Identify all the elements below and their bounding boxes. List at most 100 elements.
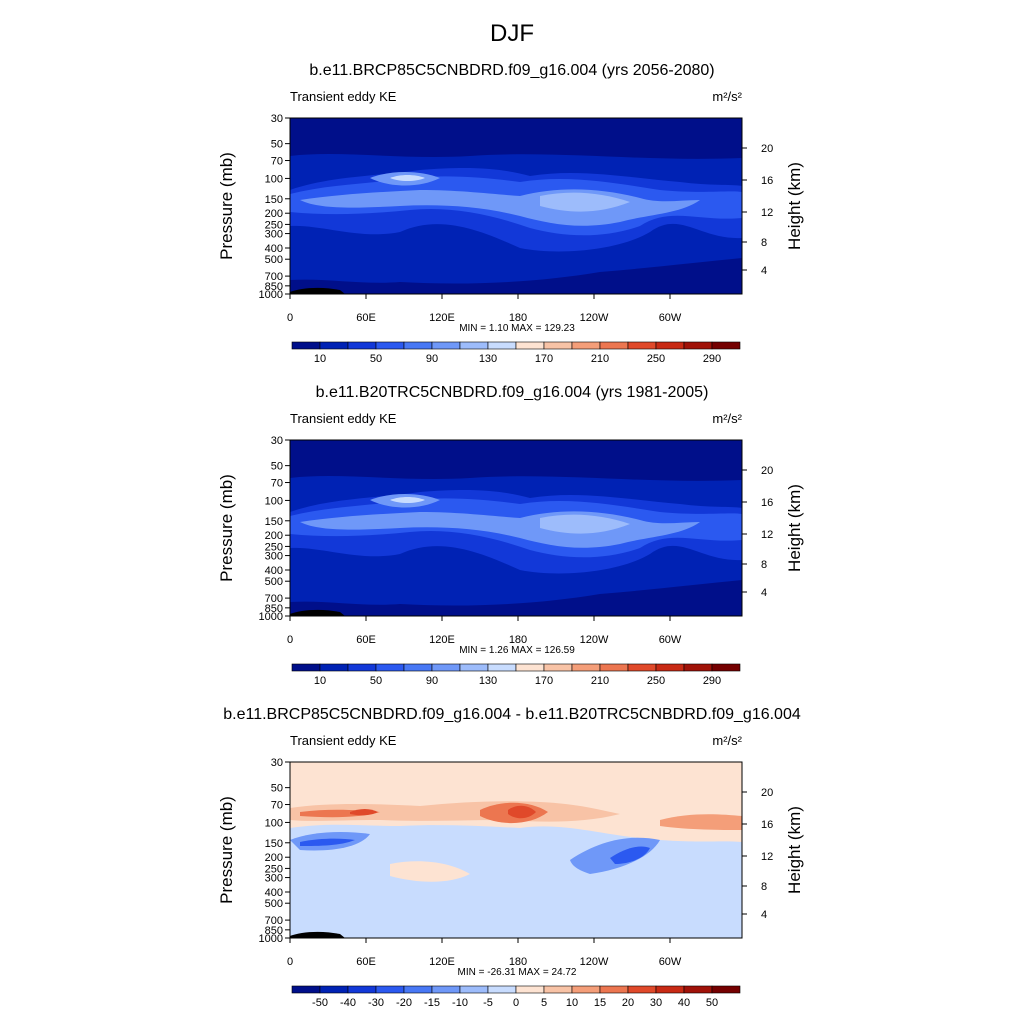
colorbar-label: 40 bbox=[678, 997, 690, 1009]
colorbar-box bbox=[403, 985, 433, 994]
h-tick-label: 12 bbox=[761, 851, 773, 863]
colorbar-label: 0 bbox=[513, 997, 519, 1009]
colorbar-label: 15 bbox=[594, 997, 606, 1009]
h-tick-label: 12 bbox=[761, 207, 773, 219]
panel-rcp85: b.e11.BRCP85C5CNBDRD.f09_g16.004 (yrs 20… bbox=[0, 0, 1024, 365]
p-tick-label: 50 bbox=[271, 461, 283, 473]
x-tick-label: 60E bbox=[356, 956, 376, 968]
colorbar-box bbox=[375, 985, 405, 994]
colorbar-label: 20 bbox=[622, 997, 634, 1009]
h-tick-label: 4 bbox=[761, 265, 767, 277]
colorbar-label: 170 bbox=[535, 353, 553, 365]
h-tick-label: 12 bbox=[761, 529, 773, 541]
band-neg-core bbox=[610, 846, 650, 864]
x-tick-label: 60E bbox=[356, 312, 376, 324]
units-label: m²/s² bbox=[712, 733, 742, 748]
band-surface bbox=[290, 580, 742, 616]
band-subtrop-core bbox=[390, 175, 425, 181]
band-pos-core bbox=[350, 809, 378, 816]
x-tick-label: 0 bbox=[287, 634, 293, 646]
p-tick-label: 150 bbox=[265, 838, 283, 850]
colorbar-box bbox=[347, 985, 377, 994]
colorbar-label: 170 bbox=[535, 675, 553, 687]
colorbar-box bbox=[683, 985, 713, 994]
topography bbox=[290, 287, 345, 294]
colorbar-label: -30 bbox=[368, 997, 384, 1009]
min-max-label: MIN = -26.31 MAX = 24.72 bbox=[458, 967, 577, 978]
h-tick-label: 20 bbox=[761, 465, 773, 477]
p-tick-label: 400 bbox=[265, 565, 283, 577]
p-tick-label: 250 bbox=[265, 863, 283, 875]
x-tick-label: 60W bbox=[659, 956, 682, 968]
panel-title: b.e11.B20TRC5CNBDRD.f09_g16.004 (yrs 198… bbox=[315, 384, 709, 401]
p-tick-label: 400 bbox=[265, 243, 283, 255]
p-tick-label: 500 bbox=[265, 254, 283, 266]
topography bbox=[290, 609, 345, 616]
panel-difference: b.e11.BRCP85C5CNBDRD.f09_g16.004 - b.e11… bbox=[0, 644, 1024, 1009]
p-tick-label: 200 bbox=[265, 208, 283, 220]
band-top bbox=[290, 118, 742, 159]
colorbar-box bbox=[711, 985, 741, 994]
p-tick-label: 150 bbox=[265, 516, 283, 528]
units-label: m²/s² bbox=[712, 89, 742, 104]
contour-field bbox=[290, 118, 742, 294]
colorbar-label: 50 bbox=[370, 675, 382, 687]
colorbar-label: 50 bbox=[370, 353, 382, 365]
topography bbox=[290, 931, 345, 938]
colorbar-box bbox=[543, 985, 573, 994]
min-max-label: MIN = 1.26 MAX = 126.59 bbox=[459, 645, 575, 656]
p-tick-label: 70 bbox=[271, 156, 283, 168]
panel-plot: Transient eddy KE m²/s²305070100150200250… bbox=[217, 411, 804, 687]
x-tick-label: 120W bbox=[580, 956, 609, 968]
colorbar-box bbox=[291, 985, 321, 994]
panel-plot: Transient eddy KE m²/s²305070100150200250… bbox=[217, 733, 804, 1009]
p-tick-label: 50 bbox=[271, 139, 283, 151]
colorbar-label: 10 bbox=[566, 997, 578, 1009]
p-tick-label: 30 bbox=[271, 757, 283, 769]
p-tick-label: 250 bbox=[265, 541, 283, 553]
x-tick-label: 180 bbox=[509, 956, 527, 968]
p-tick-label: 70 bbox=[271, 478, 283, 490]
p-tick-label: 30 bbox=[271, 435, 283, 447]
h-tick-label: 4 bbox=[761, 587, 767, 599]
min-max-label: MIN = 1.10 MAX = 129.23 bbox=[459, 323, 575, 334]
panel-title: b.e11.BRCP85C5CNBDRD.f09_g16.004 (yrs 20… bbox=[309, 62, 715, 79]
colorbar-box bbox=[319, 985, 349, 994]
band-pos-patch bbox=[660, 814, 742, 830]
x-tick-label: 120E bbox=[429, 312, 455, 324]
p-tick-label: 50 bbox=[271, 783, 283, 795]
x-tick-label: 60W bbox=[659, 634, 682, 646]
y-axis-label: Pressure (mb) bbox=[217, 474, 236, 582]
colorbar-label: 30 bbox=[650, 997, 662, 1009]
p-tick-label: 850 bbox=[265, 281, 283, 293]
colorbar-label: -20 bbox=[396, 997, 412, 1009]
colorbar-label: -40 bbox=[340, 997, 356, 1009]
y-axis-label-right: Height (km) bbox=[785, 162, 804, 250]
colorbar-box bbox=[459, 985, 489, 994]
colorbar-label: 250 bbox=[647, 353, 665, 365]
p-tick-label: 1000 bbox=[259, 933, 283, 945]
p-tick-label: 500 bbox=[265, 898, 283, 910]
x-tick-label: 0 bbox=[287, 956, 293, 968]
h-tick-label: 8 bbox=[761, 559, 767, 571]
colorbar-box bbox=[711, 663, 741, 672]
units-label: m²/s² bbox=[712, 411, 742, 426]
colorbar-box bbox=[655, 985, 685, 994]
x-tick-label: 60W bbox=[659, 312, 682, 324]
colorbar-label: 290 bbox=[703, 675, 721, 687]
band-pos-core bbox=[508, 805, 536, 819]
y-axis-label: Pressure (mb) bbox=[217, 152, 236, 260]
p-tick-label: 200 bbox=[265, 852, 283, 864]
colorbar-box bbox=[627, 985, 657, 994]
p-tick-label: 700 bbox=[265, 593, 283, 605]
contour-field bbox=[290, 440, 742, 616]
x-tick-label: 120E bbox=[429, 956, 455, 968]
colorbar-label: 210 bbox=[591, 353, 609, 365]
p-tick-label: 200 bbox=[265, 530, 283, 542]
p-tick-label: 100 bbox=[265, 173, 283, 185]
colorbar-box bbox=[431, 985, 461, 994]
panel-historical: b.e11.B20TRC5CNBDRD.f09_g16.004 (yrs 198… bbox=[0, 322, 1024, 687]
colorbar-box bbox=[711, 341, 741, 350]
p-tick-label: 400 bbox=[265, 887, 283, 899]
left-label: Transient eddy KE bbox=[290, 411, 397, 426]
